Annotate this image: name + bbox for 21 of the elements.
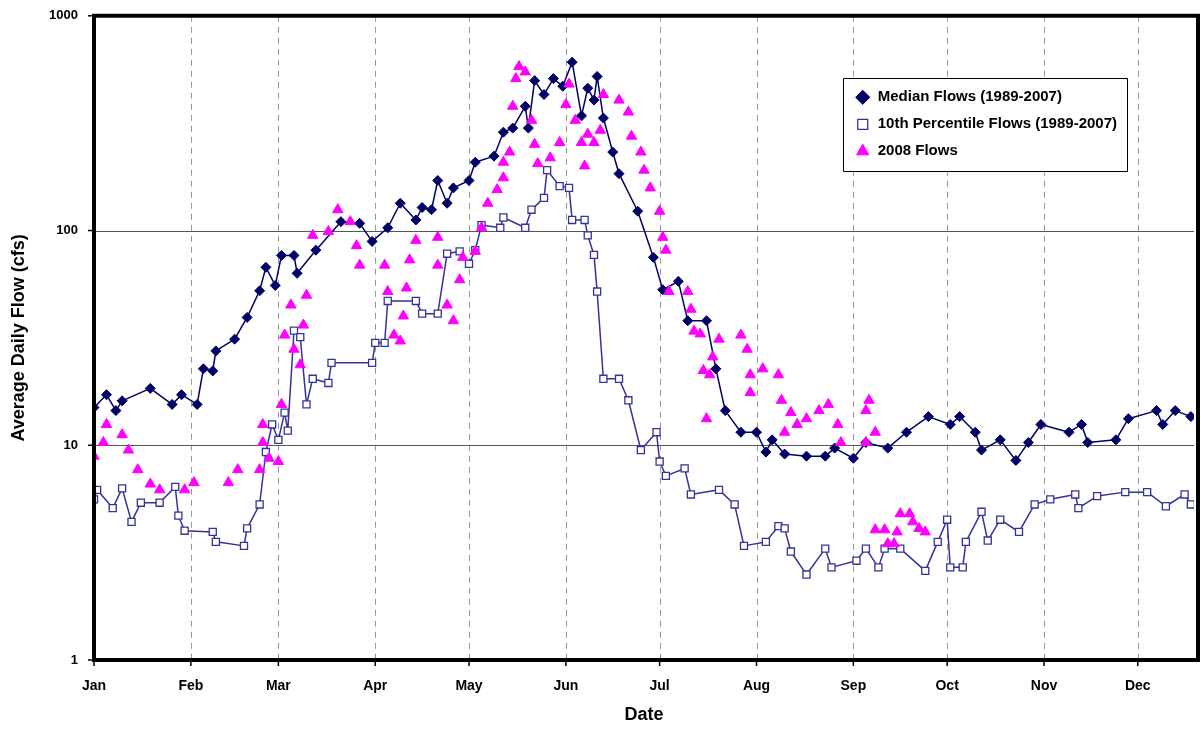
y-tick-label: 100 bbox=[56, 222, 78, 238]
x-axis-title: Date bbox=[624, 704, 664, 725]
x-tick-label: Jul bbox=[649, 677, 670, 694]
x-tick-label: Aug bbox=[742, 677, 771, 694]
legend-label: 2008 Flows bbox=[877, 141, 958, 159]
x-tick-label: Nov bbox=[1030, 677, 1058, 694]
y-axis-title: Average Daily Flow (cfs) bbox=[7, 234, 28, 442]
x-tick-label: Sep bbox=[840, 677, 867, 694]
x-tick-label: Dec bbox=[1124, 677, 1151, 694]
legend-label: 10th Percentile Flows (1989-2007) bbox=[877, 114, 1118, 132]
x-tick-label: Jan bbox=[81, 677, 107, 694]
y-tick-label: 1 bbox=[70, 651, 78, 667]
y-tick-label: 1000 bbox=[49, 7, 78, 23]
legend-label: Median Flows (1989-2007) bbox=[877, 87, 1062, 105]
y-tick-label: 10 bbox=[63, 436, 78, 452]
x-tick-label: Apr bbox=[363, 677, 388, 694]
x-tick-label: Jun bbox=[553, 677, 579, 694]
x-tick-label: Oct bbox=[935, 677, 960, 694]
x-tick-label: May bbox=[455, 677, 483, 694]
x-tick-label: Mar bbox=[265, 677, 292, 694]
x-tick-label: Feb bbox=[178, 677, 204, 694]
